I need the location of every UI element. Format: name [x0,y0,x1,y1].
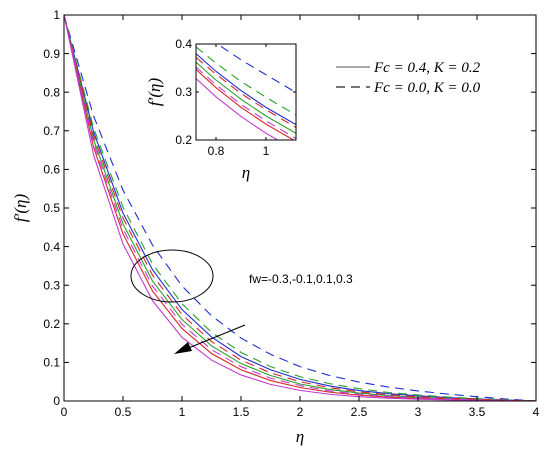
inset-plot: 0.8 1 0.2 0.3 0.4 η f′(η) [145,37,297,182]
inset-series-line-7 [196,66,296,140]
inset-series-line-2 [196,69,295,140]
inset-series-line-0 [196,53,296,126]
main-y-tick-label-2: 0.2 [43,317,60,331]
inset-x-axis-label: η [242,163,250,182]
main-y-tick-label-4: 0.4 [43,240,60,254]
main-series-line-3 [64,15,536,401]
inset-x-tick-label-0: 0.8 [208,144,225,158]
inset-series-line-3 [196,78,279,140]
main-x-tick-label-0: 0 [61,405,68,419]
main-series-line-5 [64,15,536,401]
inset-ticks: 0.8 1 0.2 0.3 0.4 [175,37,296,158]
main-y-tick-label-8: 0.8 [43,85,60,99]
main-y-tick-label-7: 0.7 [43,124,60,138]
legend: Fc = 0.4, K = 0.2 Fc = 0.0, K = 0.0 [336,60,481,96]
main-x-tick-label-1: 0.5 [115,405,132,419]
inset-y-tick-label-1: 0.3 [175,85,192,99]
main-y-tick-label-9: 0.9 [43,47,60,61]
main-x-tick-label-2: 1 [179,405,186,419]
legend-label-solid: Fc = 0.4, K = 0.2 [373,60,481,76]
y-axis-label: f′(η) [11,194,30,223]
main-x-tick-label-8: 4 [533,405,540,419]
main-y-tick-label-3: 0.3 [43,278,60,292]
inset-x-tick-label-1: 1 [263,144,270,158]
main-x-tick-label-4: 2 [297,405,304,419]
inset-series-line-6 [196,57,296,128]
main-series-line-6 [64,15,536,401]
inset-series-group [196,44,296,140]
annotation-text: fw=-0.3,-0.1,0.1,0.3 [249,272,353,286]
inset-y-axis-label: f′(η) [145,78,164,107]
main-y-tick-label-10: 1 [53,8,60,22]
main-x-tick-label-6: 3 [415,405,422,419]
main-y-tick-label-0: 0 [53,394,60,408]
main-y-tick-label-6: 0.6 [43,163,60,177]
x-axis-label: η [296,427,304,446]
main-ticks: 0 0.5 1 1.5 2 2.5 3 3.5 4 0 0.1 0.2 0.3 0.4 0.5 0.6 0.7 0… [43,8,539,419]
main-x-tick-label-3: 1.5 [233,405,250,419]
main-plot: 0 0.5 1 1.5 2 2.5 3 3.5 4 0 0.1 0.2 0.3 0.4 0.5 0.6 0.7 0… [11,8,540,446]
inset-y-tick-label-2: 0.4 [175,37,192,51]
main-series-line-0 [64,15,536,401]
main-x-tick-label-7: 3.5 [469,405,486,419]
annotation-ellipse [130,249,214,303]
inset-series-line-5 [196,46,296,116]
annotation: fw=-0.3,-0.1,0.1,0.3 [130,249,353,354]
main-series-line-7 [64,15,536,401]
inset-series-line-1 [196,61,296,134]
main-y-tick-label-5: 0.5 [43,201,60,215]
inset-y-tick-label-0: 0.2 [175,133,192,147]
main-series-group [64,15,536,401]
main-y-tick-label-1: 0.1 [43,356,60,370]
main-x-tick-label-5: 2.5 [351,405,368,419]
inset-series-line-4 [216,44,296,93]
annotation-arrow-line [185,324,246,350]
annotation-arrowhead [174,342,192,354]
main-series-line-4 [64,15,536,401]
legend-label-dashed: Fc = 0.0, K = 0.0 [373,80,481,96]
